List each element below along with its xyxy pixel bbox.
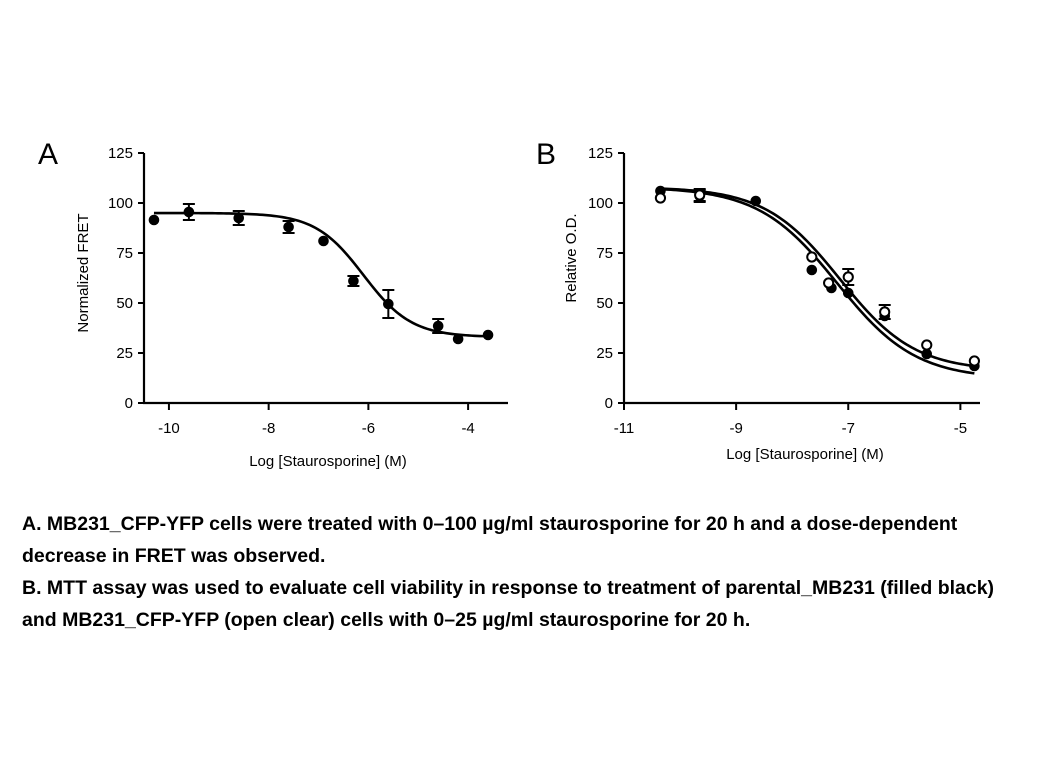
panel-a-xlabel: Log [Staurosporine] (M) [249,453,407,470]
figure: A Normalized FRET Log [Staurosporine] (M… [38,138,980,470]
panel-a-fit-curve-filled [153,211,489,338]
panel-b-fit-curve-filled [660,187,975,375]
panel-a-data-point-filled [283,221,294,233]
panel-b-fit-curve-open [660,187,975,368]
panel-b-data-point-open [654,192,667,204]
panel-b-y-tick-label: 50 [596,295,613,312]
panel-b-data-point-open [879,306,891,318]
panel-a-data-point-filled [183,206,195,218]
panel-a: A Normalized FRET Log [Staurosporine] (M… [38,138,508,470]
panel-b-y-tick-label: 75 [596,245,613,262]
panel-a-x-tick-label: -4 [461,420,474,437]
panel-b-letter: B [536,138,556,171]
panel-b-y-tick-label: 100 [588,195,613,212]
panel-b-ylabel: Relative O.D. [563,213,580,302]
panel-a-x-tick-label: -10 [158,420,180,437]
panel-a-data-point-filled [233,212,245,224]
panel-a-x-tick-label: -6 [362,420,375,437]
panel-b: B Relative O.D. Log [Staurosporine] (M) … [536,138,980,463]
panel-a-data-point-filled [432,320,444,332]
panel-a-data-point-filled [383,298,394,310]
figure-captions: A. MB231_CFP-YFP cells were treated with… [22,508,1032,636]
panel-a-y-tick-label: 50 [116,295,133,312]
panel-b-data-point-filled [806,264,818,276]
panel-a-data-point-filled [148,214,160,226]
caption-a: A. MB231_CFP-YFP cells were treated with… [22,513,958,567]
panel-b-x-tick-label: -5 [954,420,967,437]
panel-a-data-point-filled [482,329,494,341]
panel-a-ylabel: Normalized FRET [75,213,92,332]
panel-b-data-point-open [921,339,933,351]
panel-a-y-tick-label: 125 [108,145,133,162]
panel-b-y-tick-label: 25 [596,345,613,362]
caption-b: B. MTT assay was used to evaluate cell v… [22,577,995,631]
panel-a-y-tick-label: 75 [116,245,133,262]
panel-a-y-tick-label: 25 [116,345,133,362]
panel-b-y-tick-label: 0 [605,395,613,412]
panel-b-y-tick-label: 125 [588,145,613,162]
panel-b-data-point-open [823,277,835,289]
panel-a-x-tick-label: -8 [262,420,275,437]
panel-b-x-tick-label: -11 [614,420,635,437]
panel-a-data-point-filled [318,235,329,247]
panel-a-y-tick-label: 100 [108,195,133,212]
panel-a-data-point-filled [452,333,464,345]
panel-a-y-tick-label: 0 [125,395,133,412]
panel-a-data-point-filled [348,275,359,287]
panel-b-data-point-open [968,355,980,367]
panel-b-xlabel: Log [Staurosporine] (M) [726,446,884,463]
panel-b-data-point-open [842,271,854,283]
panel-b-x-tick-label: -7 [842,420,855,437]
panel-b-data-point-open [694,189,706,201]
panel-a-letter: A [38,138,58,171]
panel-b-data-point-open [806,251,818,263]
panel-b-x-tick-label: -9 [729,420,742,437]
